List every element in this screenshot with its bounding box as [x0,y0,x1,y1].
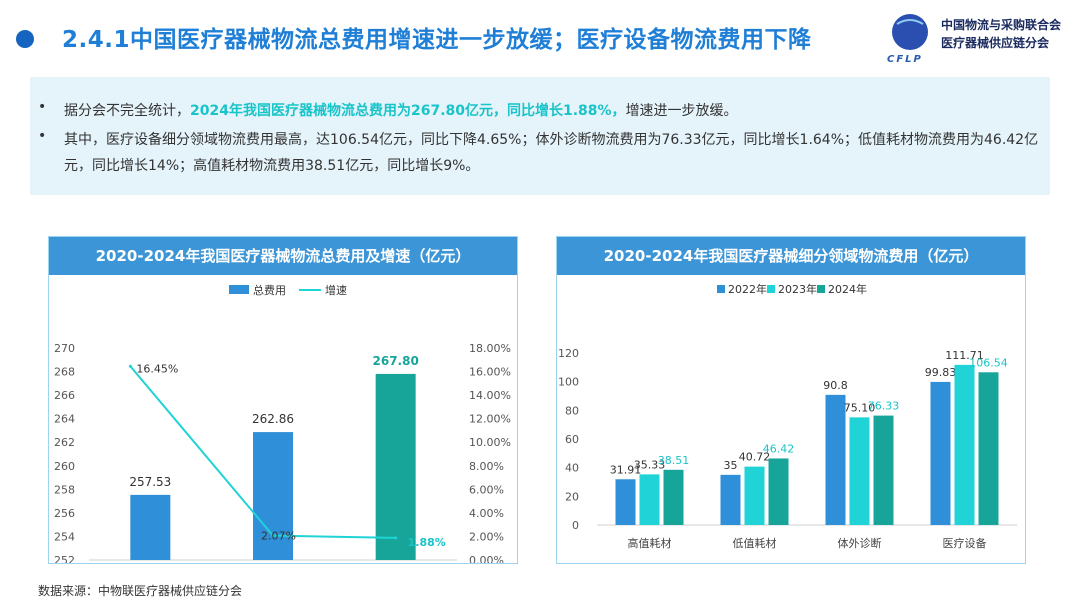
segment-cost-bar-label: 46.42 [763,442,795,455]
segment-cost-bar-label: 90.8 [823,379,848,392]
y-left-tick-label: 262 [54,436,75,449]
segment-cost-bar [720,474,741,525]
legend-label: 2024年 [828,282,867,296]
total-cost-chart: 总费用 增速 252 254 256 258 260 262 264 266 268 270 0.00%… [54,283,511,563]
y-right-tick-label: 10.00% [469,436,511,449]
y-right-tick-label: 16.00% [469,366,511,379]
total-cost-bar [130,494,171,560]
y-right-tick-label: 4.00% [469,507,504,520]
y-left-tick-label: 256 [54,507,75,520]
y-right-tick-label: 8.00% [469,460,504,473]
y-right-tick-label: 6.00% [469,483,504,496]
x-tick-label: 高值耗材 [628,536,672,550]
growth-rate-point [394,536,398,540]
y-left-tick-label: 270 [54,342,75,355]
logo-name-line1: 中国物流与采购联合会 [941,18,1062,32]
summary-point-1: 据分会不完全统计，2024年我国医疗器械物流总费用为267.80亿元，同比增长1… [64,98,1039,124]
cflp-logo-icon [892,14,928,50]
chart2-title: 2020-2024年我国医疗器械细分领域物流费用（亿元） [557,237,1025,275]
y-left-tick-label: 252 [54,554,75,563]
growth-rate-point [271,534,275,538]
title-bullet-dot [16,30,34,48]
legend-label: 2023年 [778,282,817,296]
segment-cost-bar [744,466,765,525]
segment-cost-bar [849,417,870,525]
cflp-logo: CFLP 中国物流与采购联合会 医疗器械供应链分会 [885,10,1070,66]
summary-point-1-pre: 据分会不完全统计， [64,103,190,119]
segment-cost-bar [978,372,999,525]
chart1-title: 2020-2024年我国医疗器械物流总费用及增速（亿元） [49,237,517,275]
legend-swatch-2024年 [817,285,825,293]
total-cost-bar [375,373,416,560]
data-source: 数据来源：中物联医疗器械供应链分会 [38,584,243,598]
y-left-tick-label: 254 [54,530,75,543]
segment-cost-bar [768,458,789,525]
y-right-tick-label: 0.00% [469,554,504,563]
segment-cost-chart: 2022年 2023年 2024年 0 20 40 60 80 100 120 31.9135.33… [558,282,1017,550]
logo-name-line2: 医疗器械供应链分会 [941,36,1050,50]
y-tick-label: 0 [572,519,579,532]
segment-cost-bar-label: 31.91 [610,463,642,476]
growth-rate-label: 16.45% [136,362,178,375]
total-cost-chart-panel: 2020-2024年我国医疗器械物流总费用及增速（亿元） 总费用 增速 252 254… [48,236,518,564]
summary-bullet-2: • [38,128,47,144]
y-right-tick-label: 12.00% [469,413,511,426]
segment-cost-bar [615,479,636,525]
total-cost-bar-label: 257.53 [129,475,171,489]
total-cost-bar [253,432,293,560]
legend-swatch-total [229,285,249,294]
segment-cost-chart-panel: 2020-2024年我国医疗器械细分领域物流费用（亿元） 2022年 2023年 2… [556,236,1026,564]
y-left-tick-label: 268 [54,366,75,379]
y-left-tick-label: 266 [54,389,75,402]
segment-cost-bar-label: 40.72 [739,451,771,464]
y-tick-label: 20 [565,490,579,503]
segment-cost-bar [825,394,846,525]
y-left-tick-label: 258 [54,483,75,496]
y-tick-label: 80 [565,404,579,417]
segment-cost-bar [930,381,951,525]
page-title: 2.4.1中国医疗器械物流总费用增速进一步放缓；医疗设备物流费用下降 [62,27,812,53]
segment-cost-bar-label: 106.54 [969,356,1008,369]
segment-cost-bar-label: 75.10 [844,401,876,414]
y-right-tick-label: 14.00% [469,389,511,402]
summary-point-2: 其中，医疗设备细分领域物流费用最高，达106.54亿元，同比下降4.65%；体外… [64,132,1039,174]
growth-rate-label: 2.07% [261,530,296,543]
segment-cost-bar-label: 35 [724,459,738,472]
y-tick-label: 40 [565,462,579,475]
segment-cost-bar [954,364,975,525]
y-tick-label: 100 [558,376,579,389]
legend-label-total: 总费用 [253,283,286,297]
legend-label: 2022年 [728,282,767,296]
segment-cost-bar-label: 99.83 [925,366,957,379]
segment-cost-bar [639,474,660,525]
legend-swatch-2023年 [767,285,775,293]
total-cost-bar-label: 262.86 [252,412,294,426]
segment-cost-bar [663,469,684,525]
summary-bullet-1: • [38,99,47,115]
summary-point-1-post: 增速进一步放缓。 [625,103,738,119]
segment-cost-bar-label: 38.51 [658,454,690,467]
y-right-tick-label: 18.00% [469,342,511,355]
growth-rate-label: 1.88% [408,536,446,549]
summary-box: • 据分会不完全统计，2024年我国医疗器械物流总费用为267.80亿元，同比增… [30,77,1050,195]
y-left-tick-label: 264 [54,413,75,426]
summary-point-1-highlight: 2024年我国医疗器械物流总费用为267.80亿元，同比增长1.88%， [190,103,626,119]
segment-cost-bar-label: 111.71 [945,349,984,362]
growth-rate-point [128,364,132,368]
segment-cost-bar-label: 76.33 [868,400,900,413]
y-tick-label: 120 [558,347,579,360]
y-left-tick-label: 260 [54,460,75,473]
segment-cost-bar-label: 35.33 [634,458,666,471]
x-tick-label: 体外诊断 [838,536,882,550]
legend-swatch-2022年 [717,285,725,293]
logo-abbr: CFLP [887,54,923,65]
legend-label-growth: 增速 [325,283,347,297]
segment-cost-bar [873,415,894,525]
x-tick-label: 低值耗材 [733,536,777,550]
y-right-tick-label: 2.00% [469,530,504,543]
x-tick-label: 医疗设备 [943,536,987,550]
total-cost-bar-label: 267.80 [373,354,419,368]
y-tick-label: 60 [565,433,579,446]
